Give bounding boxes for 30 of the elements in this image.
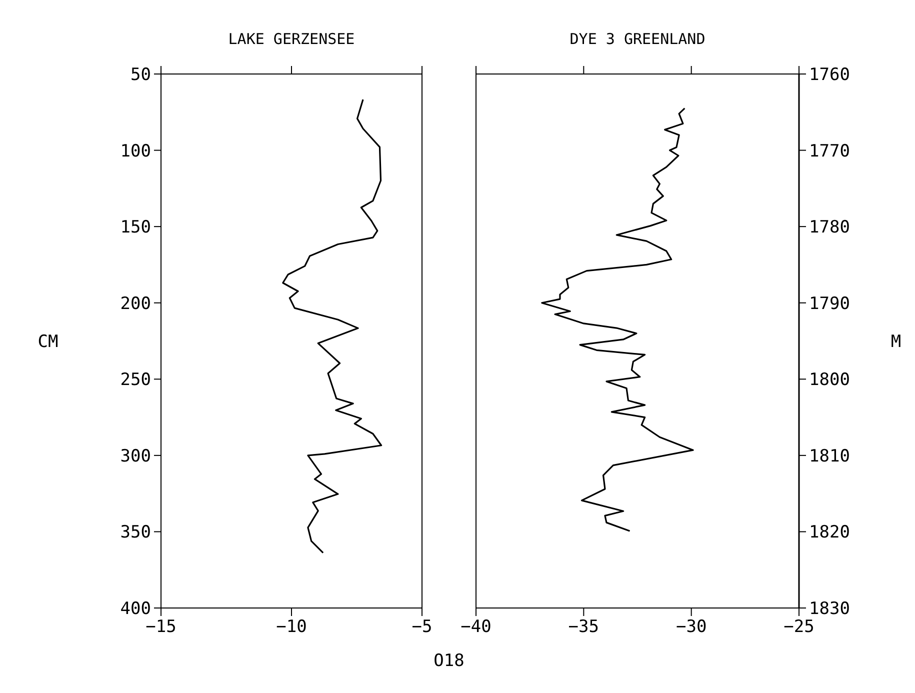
y2-tick-label: 1830	[809, 599, 850, 619]
y-tick-label: 350	[120, 522, 151, 543]
x-tick-label: −5	[412, 617, 432, 637]
x-tick-label: −35	[568, 617, 600, 637]
x-tick-label: −30	[676, 617, 707, 637]
chart-title: LAKE GERZENSEE	[228, 30, 355, 48]
y2-tick-label: 1760	[809, 65, 850, 85]
y2-tick-label: 1810	[809, 446, 850, 466]
y2-tick-label: 1790	[809, 294, 850, 314]
y-tick-label: 300	[120, 446, 151, 466]
y-axis-title: CM	[38, 332, 58, 352]
y2-axis-title: M	[890, 332, 902, 352]
y-tick-label: 100	[120, 141, 151, 162]
chart-title: DYE 3 GREENLAND	[570, 30, 706, 48]
line-series	[541, 108, 694, 532]
x-tick-label: −10	[276, 617, 307, 637]
y-tick-label: 400	[120, 599, 151, 619]
x-tick-label: −40	[460, 617, 492, 637]
y-tick-label: 150	[120, 218, 151, 238]
y-tick-label: 200	[120, 294, 151, 314]
line-series	[282, 98, 382, 554]
x-tick-label: −15	[146, 617, 176, 637]
y-tick-label: 250	[120, 370, 151, 390]
y2-tick-label: 1780	[809, 218, 850, 238]
x-tick-label: −25	[784, 617, 814, 637]
y2-tick-label: 1770	[809, 141, 850, 162]
y2-tick-label: 1800	[809, 370, 850, 390]
y2-tick-label: 1820	[809, 522, 850, 543]
y-tick-label: 50	[130, 65, 151, 85]
x-axis-title: O18	[434, 651, 464, 671]
